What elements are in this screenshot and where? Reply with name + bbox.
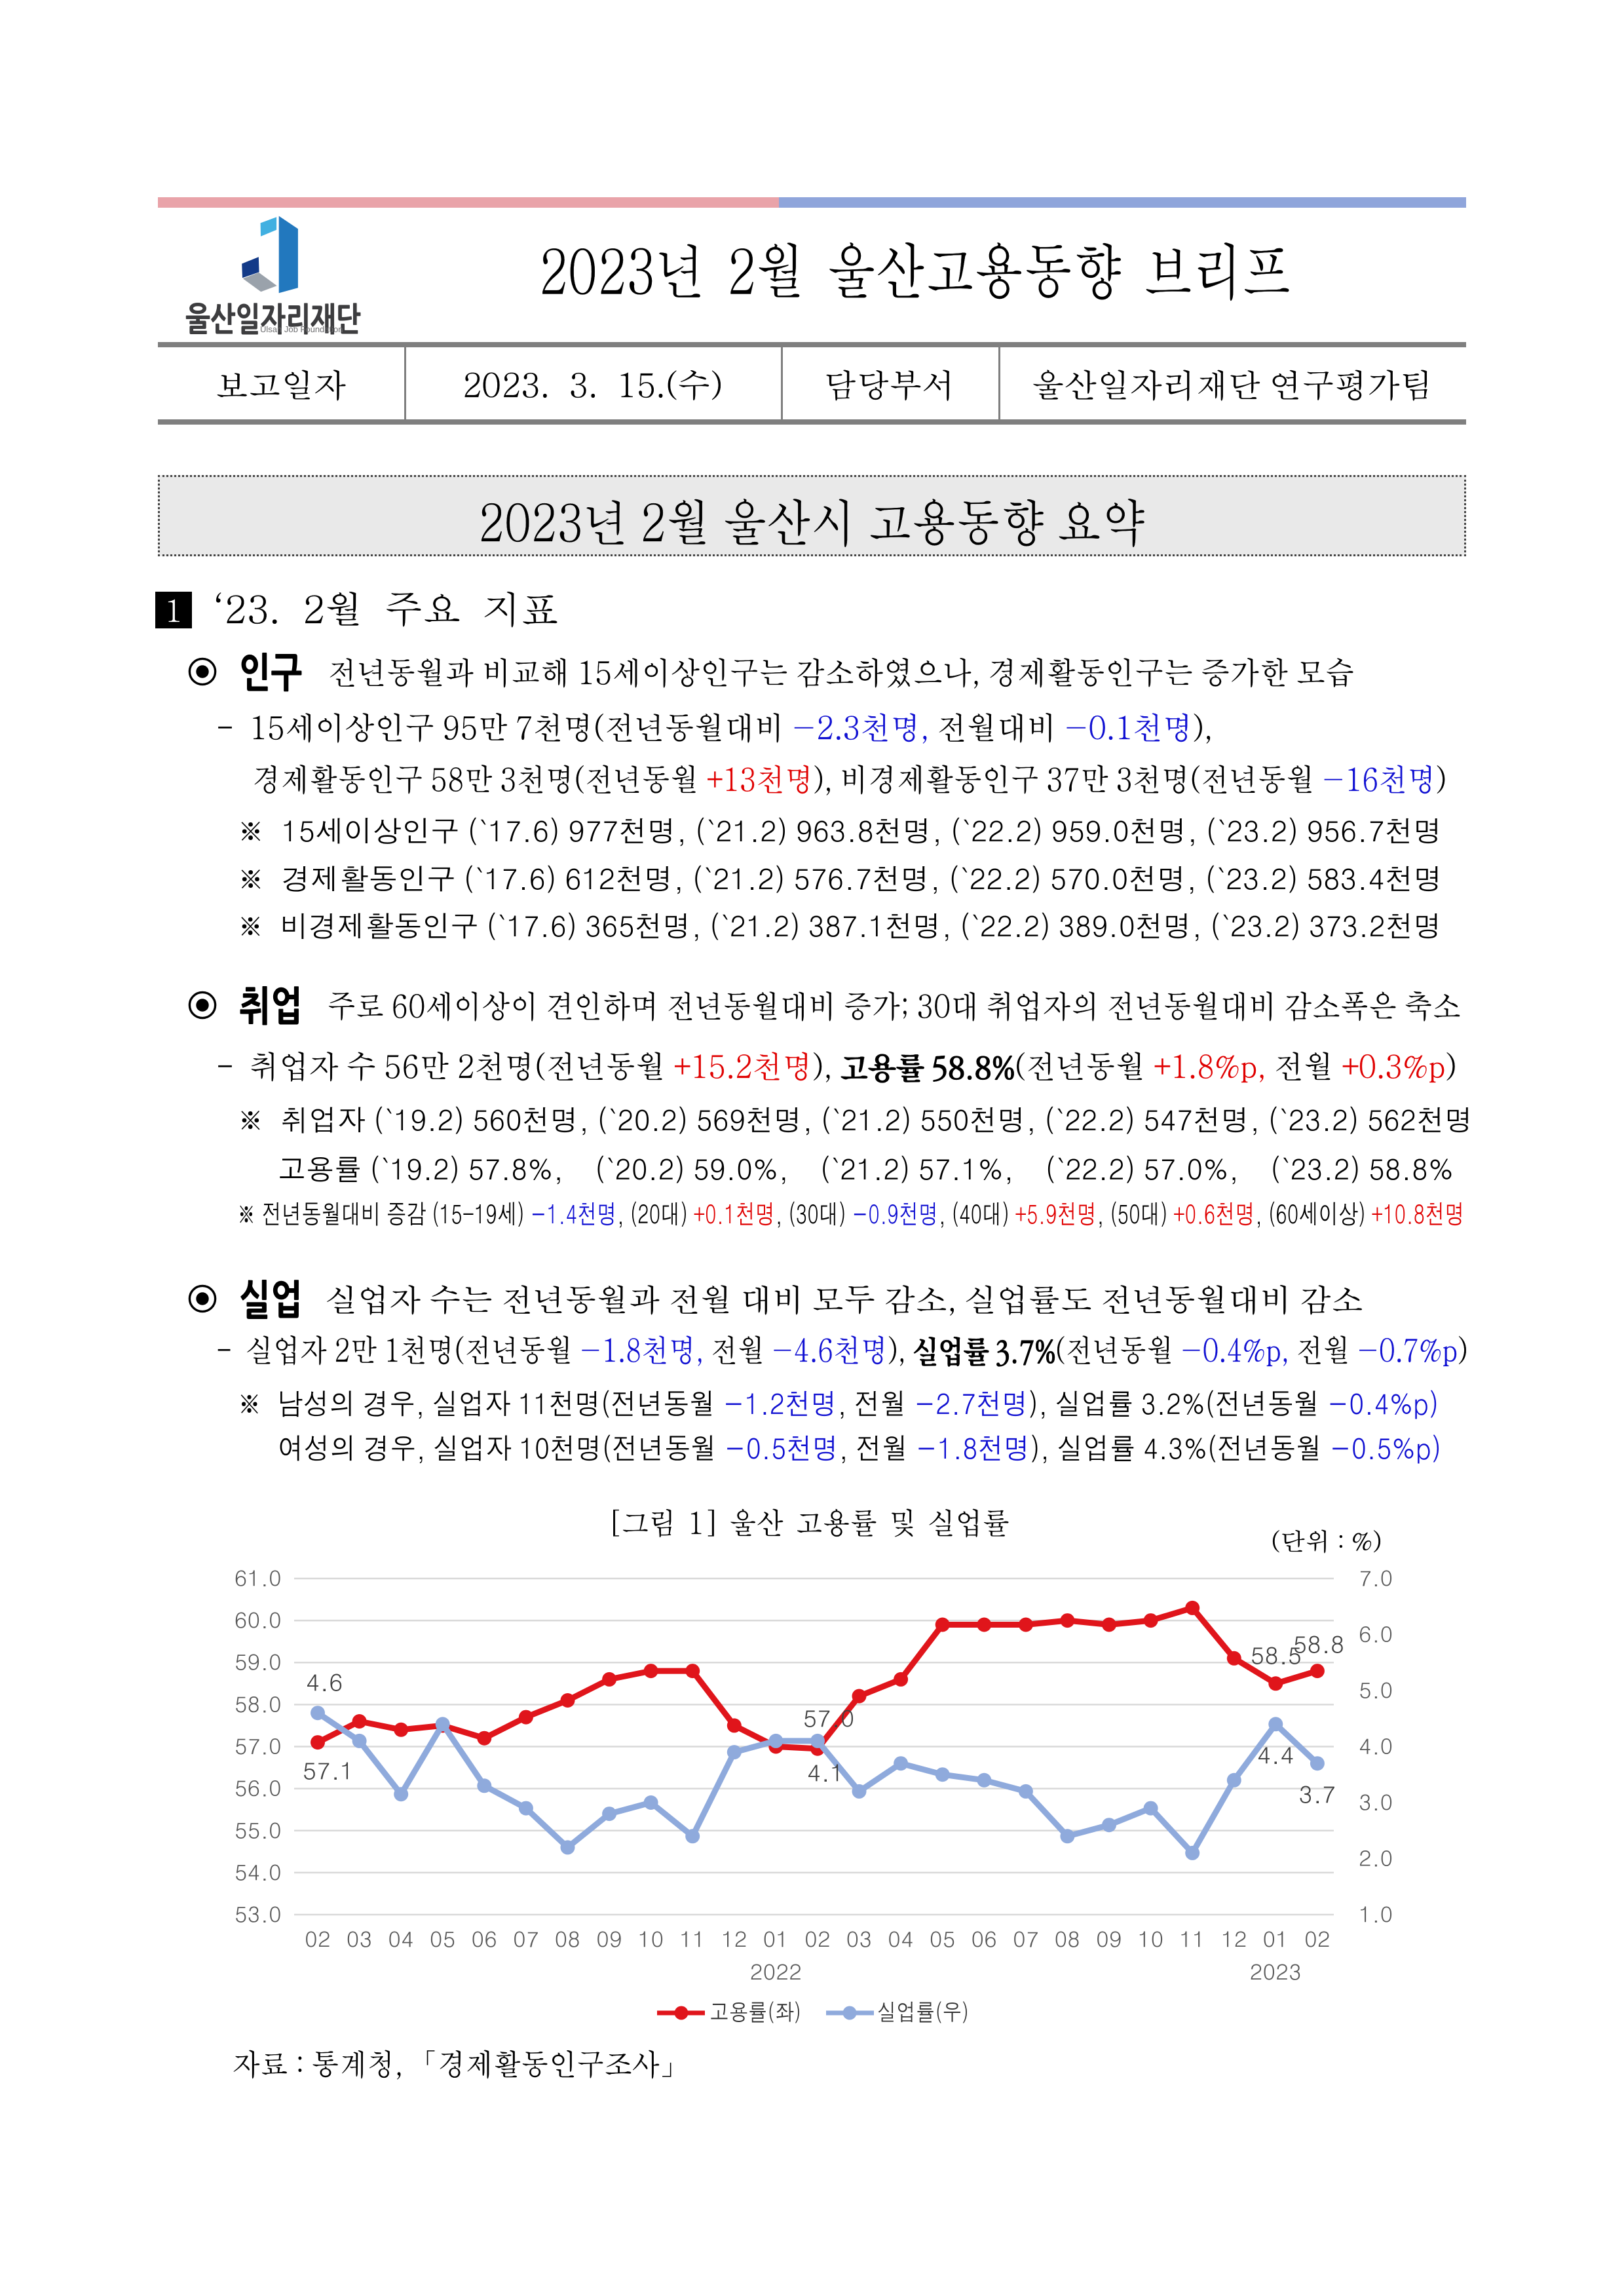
svg-text:07: 07 xyxy=(1013,1922,1039,1954)
svg-text:02: 02 xyxy=(1304,1922,1331,1954)
svg-text:4.4: 4.4 xyxy=(1256,1737,1294,1771)
svg-text:2022: 2022 xyxy=(750,1955,802,1987)
svg-text:56.0: 56.0 xyxy=(235,1771,282,1803)
svg-text:실업률(우): 실업률(우) xyxy=(877,1995,969,2028)
svg-text:55.0: 55.0 xyxy=(235,1813,282,1845)
svg-text:57.0: 57.0 xyxy=(235,1729,282,1761)
svg-text:03: 03 xyxy=(347,1922,373,1954)
svg-text:02: 02 xyxy=(804,1922,831,1954)
svg-text:59.0: 59.0 xyxy=(235,1645,282,1677)
svg-text:2023: 2023 xyxy=(1250,1955,1302,1987)
svg-text:57.0: 57.0 xyxy=(803,1700,855,1734)
svg-text:1.0: 1.0 xyxy=(1359,1897,1393,1929)
svg-text:58.5: 58.5 xyxy=(1251,1637,1302,1672)
svg-text:08: 08 xyxy=(555,1922,581,1954)
svg-text:08: 08 xyxy=(1055,1922,1081,1954)
svg-text:11: 11 xyxy=(679,1922,706,1954)
svg-text:05: 05 xyxy=(430,1922,456,1954)
svg-text:7.0: 7.0 xyxy=(1359,1561,1393,1593)
svg-text:06: 06 xyxy=(971,1922,997,1954)
svg-text:61.0: 61.0 xyxy=(235,1561,282,1593)
svg-text:04: 04 xyxy=(888,1922,914,1954)
svg-text:02: 02 xyxy=(305,1922,331,1954)
svg-text:58.0: 58.0 xyxy=(235,1687,282,1719)
svg-text:6.0: 6.0 xyxy=(1359,1617,1393,1649)
svg-text:01: 01 xyxy=(763,1922,789,1954)
svg-text:54.0: 54.0 xyxy=(235,1855,282,1887)
svg-text:09: 09 xyxy=(1096,1922,1122,1954)
svg-text:07: 07 xyxy=(513,1922,539,1954)
svg-text:58.8: 58.8 xyxy=(1293,1626,1345,1660)
svg-text:06: 06 xyxy=(471,1922,497,1954)
svg-text:09: 09 xyxy=(596,1922,622,1954)
svg-text:04: 04 xyxy=(388,1922,414,1954)
svg-text:10: 10 xyxy=(1138,1922,1164,1954)
svg-text:고용률(좌): 고용률(좌) xyxy=(709,1995,801,2028)
svg-text:12: 12 xyxy=(721,1922,747,1954)
svg-text:03: 03 xyxy=(846,1922,873,1954)
svg-text:3.7: 3.7 xyxy=(1298,1776,1336,1810)
svg-text:2.0: 2.0 xyxy=(1359,1841,1393,1873)
svg-text:05: 05 xyxy=(930,1922,956,1954)
svg-text:4.0: 4.0 xyxy=(1359,1729,1393,1761)
svg-text:10: 10 xyxy=(638,1922,664,1954)
svg-text:53.0: 53.0 xyxy=(235,1897,282,1929)
svg-text:57.1: 57.1 xyxy=(303,1753,354,1787)
svg-text:12: 12 xyxy=(1221,1922,1247,1954)
svg-text:11: 11 xyxy=(1179,1922,1205,1954)
svg-text:4.1: 4.1 xyxy=(806,1755,844,1789)
svg-text:3.0: 3.0 xyxy=(1359,1785,1393,1817)
svg-text:01: 01 xyxy=(1262,1922,1289,1954)
svg-text:60.0: 60.0 xyxy=(235,1603,282,1635)
svg-text:5.0: 5.0 xyxy=(1359,1673,1393,1705)
svg-text:4.6: 4.6 xyxy=(305,1664,343,1698)
